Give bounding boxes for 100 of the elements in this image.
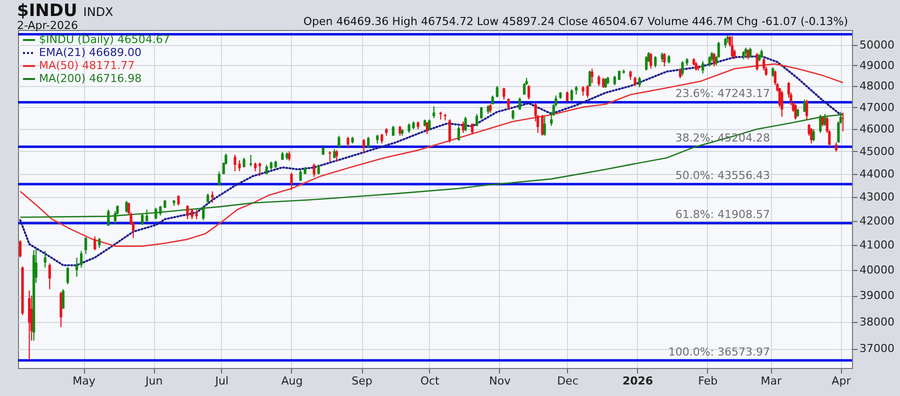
- chart-subtitle: 2-Apr-2026: [17, 19, 78, 32]
- candlestick: [312, 163, 316, 178]
- candlestick: [346, 136, 350, 148]
- candlestick: [18, 240, 22, 258]
- ref-line-label: 100.0%: 36573.97: [668, 345, 770, 358]
- candlestick: [724, 37, 727, 48]
- candlestick: [380, 133, 384, 144]
- y-tick-label: 41000: [860, 238, 894, 252]
- y-tick-label: 48000: [860, 80, 894, 93]
- candlestick: [480, 106, 483, 120]
- candlestick: [48, 262, 51, 290]
- candlestick: [586, 84, 589, 98]
- candlestick: [618, 70, 621, 80]
- candlestick: [824, 113, 826, 126]
- x-tick-label: Nov: [489, 374, 512, 388]
- candlestick: [206, 192, 210, 204]
- candlestick: [541, 114, 544, 136]
- y-tick-label: 38000: [860, 315, 894, 328]
- x-tick-label: Dec: [557, 374, 578, 388]
- candlestick: [638, 76, 641, 88]
- candlestick: [290, 172, 293, 191]
- candlestick: [590, 68, 594, 84]
- y-tick-label: 45000: [860, 144, 894, 158]
- candlestick: [62, 288, 65, 310]
- candlestick: [202, 206, 205, 221]
- x-tick-label: Mar: [760, 374, 782, 388]
- candlestick: [702, 60, 704, 74]
- candlestick: [195, 209, 198, 220]
- candlestick: [338, 135, 340, 148]
- candlestick: [476, 113, 478, 127]
- candlestick: [242, 157, 246, 168]
- candlestick: [146, 209, 148, 223]
- x-tick-label: Apr: [832, 374, 852, 388]
- candlestick: [94, 236, 96, 251]
- candlestick: [84, 236, 88, 254]
- y-tick-label: 47000: [860, 100, 894, 114]
- chart-title: $INDU: [17, 1, 78, 21]
- legend-label: MA(50) 48171.77: [39, 59, 135, 72]
- candlestick: [457, 126, 460, 142]
- ref-line-label: 61.8%: 41908.57: [675, 208, 770, 222]
- y-tick-label: 42000: [860, 214, 894, 228]
- candlestick: [780, 90, 784, 118]
- candlestick: [663, 52, 666, 67]
- candlestick: [177, 194, 180, 206]
- candlestick: [75, 257, 78, 278]
- y-tick-label: 50000: [860, 38, 894, 52]
- candlestick: [218, 171, 220, 186]
- y-tick-label: 37000: [860, 342, 894, 356]
- candlestick: [367, 136, 370, 148]
- candlestick: [772, 66, 774, 78]
- candlestick: [154, 207, 158, 220]
- candlestick: [249, 154, 252, 167]
- y-tick-label: 39000: [860, 289, 894, 302]
- candlestick: [582, 86, 584, 96]
- candlestick: [708, 56, 711, 67]
- candlestick: [107, 208, 110, 226]
- candlestick: [258, 162, 262, 177]
- candlestick: [598, 74, 600, 87]
- candlestick: [464, 116, 467, 132]
- candlestick: [80, 250, 83, 268]
- candlestick: [613, 75, 616, 86]
- candlestick: [98, 237, 101, 248]
- candlestick: [810, 127, 813, 144]
- x-tick-label: Jun: [144, 374, 163, 388]
- candlestick: [141, 214, 144, 226]
- ref-line-label: 50.0%: 43556.43: [675, 169, 770, 182]
- candlestick: [66, 266, 70, 285]
- candlestick: [654, 56, 657, 68]
- candlestick: [570, 88, 574, 102]
- candlestick: [588, 70, 592, 88]
- candlestick: [502, 87, 506, 100]
- y-tick-label: 49000: [860, 58, 894, 72]
- candlestick: [645, 56, 648, 72]
- ref-line-label: 23.6%: 47243.17: [675, 87, 770, 100]
- candlestick: [512, 109, 514, 120]
- candlestick: [762, 58, 766, 72]
- x-tick-label: Oct: [420, 374, 440, 388]
- candlestick: [803, 98, 806, 112]
- legend-label: MA(200) 46716.98: [39, 72, 142, 85]
- candlestick: [527, 84, 530, 100]
- candlestick: [650, 52, 652, 70]
- candlestick: [834, 142, 838, 152]
- candlestick: [819, 114, 822, 134]
- y-tick-label: 43000: [860, 190, 894, 204]
- candlestick: [634, 76, 636, 87]
- candlestick: [496, 85, 498, 98]
- y-tick-label: 40000: [860, 264, 894, 277]
- x-tick-label: Sep: [352, 374, 372, 388]
- legend-label: $INDU (Daily) 46504.67: [39, 33, 170, 46]
- candlestick: [159, 205, 162, 216]
- candlestick: [746, 48, 750, 60]
- candlestick: [566, 90, 569, 102]
- candlestick: [794, 104, 797, 120]
- text: INDX: [83, 5, 114, 19]
- legend-label: EMA(21) 46689.00: [39, 46, 142, 59]
- candlestick: [288, 150, 291, 162]
- x-tick-label: Aug: [281, 374, 303, 388]
- candlestick: [428, 118, 431, 131]
- candlestick: [398, 125, 402, 136]
- candlestick: [805, 99, 808, 120]
